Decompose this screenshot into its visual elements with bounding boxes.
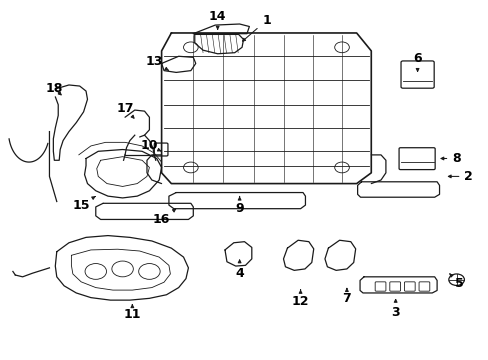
Text: 15: 15 [72, 197, 95, 212]
Text: 17: 17 [116, 102, 134, 118]
Text: 18: 18 [45, 82, 63, 95]
Text: 7: 7 [342, 289, 350, 305]
Text: 5: 5 [449, 274, 463, 291]
Text: 8: 8 [440, 152, 460, 165]
Text: 1: 1 [242, 14, 270, 41]
Text: 9: 9 [235, 197, 244, 215]
Text: 2: 2 [447, 170, 472, 183]
Text: 12: 12 [291, 290, 309, 309]
Text: 3: 3 [390, 300, 399, 319]
Text: 16: 16 [153, 209, 175, 226]
Text: 4: 4 [235, 260, 244, 280]
Text: 11: 11 [123, 305, 141, 321]
Text: 6: 6 [412, 51, 421, 71]
Text: 10: 10 [141, 139, 161, 152]
Text: 13: 13 [145, 55, 168, 70]
Text: 14: 14 [208, 10, 226, 29]
